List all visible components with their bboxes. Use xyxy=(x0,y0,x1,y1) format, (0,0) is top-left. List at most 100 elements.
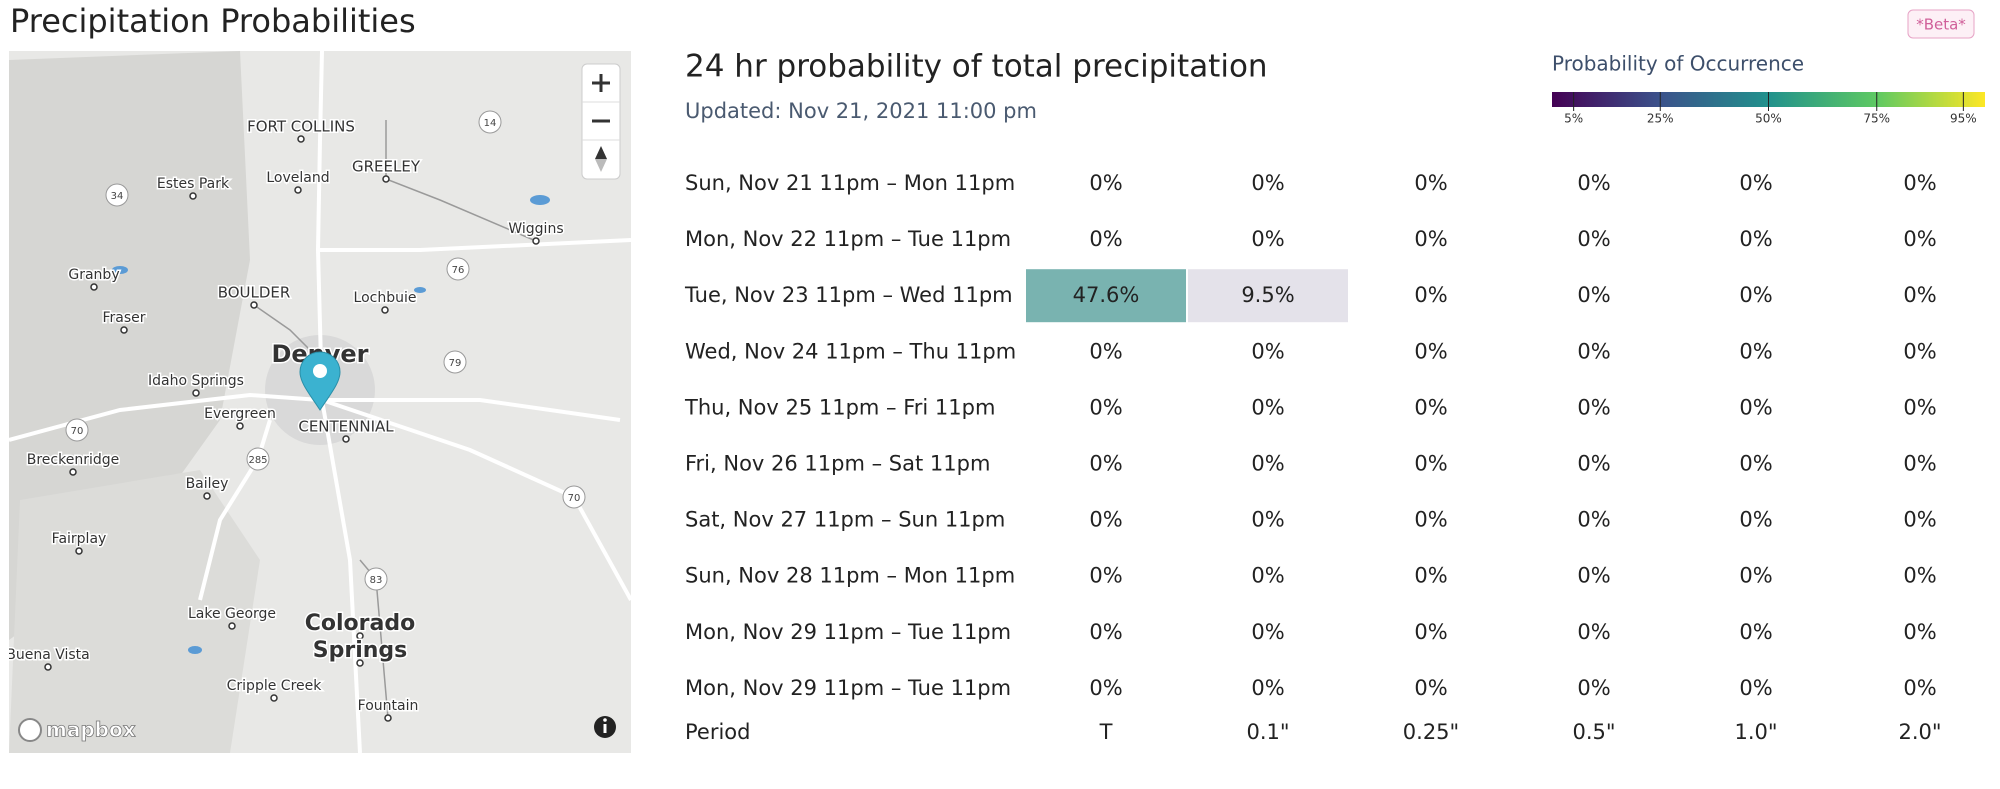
mountains xyxy=(9,470,260,753)
threshold-label: 1.0" xyxy=(1734,720,1777,744)
footer-label: Period xyxy=(685,720,750,744)
probability-cell: 0% xyxy=(1739,395,1772,419)
map-label: Wiggins xyxy=(508,221,563,237)
probability-cell: 0% xyxy=(1251,171,1284,195)
map-city-dot xyxy=(381,306,389,314)
map-label: Bailey xyxy=(186,476,229,492)
probability-cell: 0% xyxy=(1903,508,1936,532)
highway-shield xyxy=(364,567,388,591)
map-label: FORT COLLINS xyxy=(247,118,355,136)
map-city-dot xyxy=(236,422,244,430)
map-label: Lochbuie xyxy=(354,290,417,306)
probability-cell: 0% xyxy=(1089,508,1122,532)
probability-cell: 0% xyxy=(1577,508,1610,532)
compass[interactable] xyxy=(595,146,607,172)
map-label: Idaho Springs xyxy=(148,373,244,389)
panel-title: 24 hr probability of total precipitation xyxy=(685,49,1268,85)
probability-cell: 0% xyxy=(1577,227,1610,251)
probability-cell: 0% xyxy=(1089,620,1122,644)
probability-cell: 0% xyxy=(1739,452,1772,476)
probability-cell: 0% xyxy=(1414,171,1447,195)
probability-cell: 0% xyxy=(1089,339,1122,363)
cell-shading xyxy=(1026,269,1186,323)
map-label: BOULDER xyxy=(218,284,291,302)
highway-shield-label: 76 xyxy=(452,265,465,276)
legend-tick-label: 50% xyxy=(1755,112,1782,126)
probability-cell: 0% xyxy=(1577,283,1610,307)
roads xyxy=(9,51,631,753)
highway-shield-label: 83 xyxy=(370,575,383,586)
location-marker-dot xyxy=(313,364,327,378)
threshold-label: 0.25" xyxy=(1403,720,1459,744)
probability-cell: 0% xyxy=(1414,227,1447,251)
map-label: Fairplay xyxy=(52,531,107,547)
zoom-in[interactable] xyxy=(592,74,610,92)
period-label: Mon, Nov 29 11pm – Tue 11pm xyxy=(685,676,1011,700)
map-city-dot xyxy=(297,135,305,143)
map-city-dot xyxy=(356,632,364,640)
probability-cell: 0% xyxy=(1089,171,1122,195)
highway-shield-label: 14 xyxy=(484,118,497,129)
mapbox-attribution[interactable]: mapbox xyxy=(46,717,137,742)
legend-tick-label: 25% xyxy=(1647,112,1674,126)
map-city-dot xyxy=(382,175,390,183)
probability-cell: 0% xyxy=(1251,227,1284,251)
highway-shield-label: 285 xyxy=(248,455,267,466)
location-marker[interactable] xyxy=(299,351,341,411)
updated-time: Updated: Nov 21, 2021 11:00 pm xyxy=(685,99,1037,123)
map-label: Breckenridge xyxy=(27,452,120,468)
probability-cell: 0% xyxy=(1089,564,1122,588)
probability-cell: 47.6% xyxy=(1073,283,1140,307)
map-city-dot xyxy=(189,192,197,200)
map-label: Fraser xyxy=(102,310,145,326)
probability-cell: 0% xyxy=(1089,676,1122,700)
threshold-label: 2.0" xyxy=(1898,720,1941,744)
map-city-dot xyxy=(294,186,302,194)
probability-cell: 0% xyxy=(1739,676,1772,700)
probability-cell: 0% xyxy=(1251,395,1284,419)
map[interactable]: FORT COLLINS GREELEY Loveland Estes Park Gra… xyxy=(6,51,631,753)
map-city-dot xyxy=(69,468,77,476)
map-label: Fountain xyxy=(358,698,419,714)
period-label: Mon, Nov 29 11pm – Tue 11pm xyxy=(685,620,1011,644)
map-city-dot xyxy=(120,326,128,334)
map-city-dot xyxy=(342,435,350,443)
period-label: Tue, Nov 23 11pm – Wed 11pm xyxy=(684,283,1013,307)
map-label: GREELEY xyxy=(352,158,421,176)
map-city-dot xyxy=(44,663,52,671)
mapbox-logo xyxy=(18,718,42,742)
probability-cell: 0% xyxy=(1903,564,1936,588)
probability-cell: 0% xyxy=(1414,339,1447,363)
probability-cell: 0% xyxy=(1089,395,1122,419)
probability-cell: 0% xyxy=(1739,227,1772,251)
probability-cell: 0% xyxy=(1903,339,1936,363)
threshold-label: 0.5" xyxy=(1572,720,1615,744)
period-label: Sun, Nov 28 11pm – Mon 11pm xyxy=(685,564,1015,588)
probability-cell: 0% xyxy=(1903,676,1936,700)
map-label: Cripple Creek xyxy=(227,678,323,694)
period-label: Sat, Nov 27 11pm – Sun 11pm xyxy=(685,508,1005,532)
probability-cell: 0% xyxy=(1577,676,1610,700)
probability-cell: 0% xyxy=(1251,508,1284,532)
highway-shield-label: 79 xyxy=(449,358,462,369)
legend-tick-label: 5% xyxy=(1564,112,1583,126)
map-label: Lake George xyxy=(188,606,276,622)
page-title: Precipitation Probabilities xyxy=(10,2,416,40)
probability-cell: 0% xyxy=(1577,620,1610,644)
map-city-dot xyxy=(75,547,83,555)
probability-cell: 0% xyxy=(1089,452,1122,476)
probability-cell: 0% xyxy=(1903,227,1936,251)
legend-title: Probability of Occurrence xyxy=(1552,52,1804,76)
period-label: Thu, Nov 25 11pm – Fri 11pm xyxy=(684,395,995,419)
probability-cell: 0% xyxy=(1739,620,1772,644)
threshold-label: T xyxy=(1099,720,1113,744)
probability-cell: 0% xyxy=(1251,452,1284,476)
highway-shield xyxy=(446,257,470,281)
map-city-dot xyxy=(228,622,236,630)
probability-cell: 0% xyxy=(1739,283,1772,307)
highway-shield xyxy=(478,110,502,134)
probability-cell: 0% xyxy=(1414,452,1447,476)
info-icon xyxy=(603,718,607,722)
probability-cell: 0% xyxy=(1414,620,1447,644)
